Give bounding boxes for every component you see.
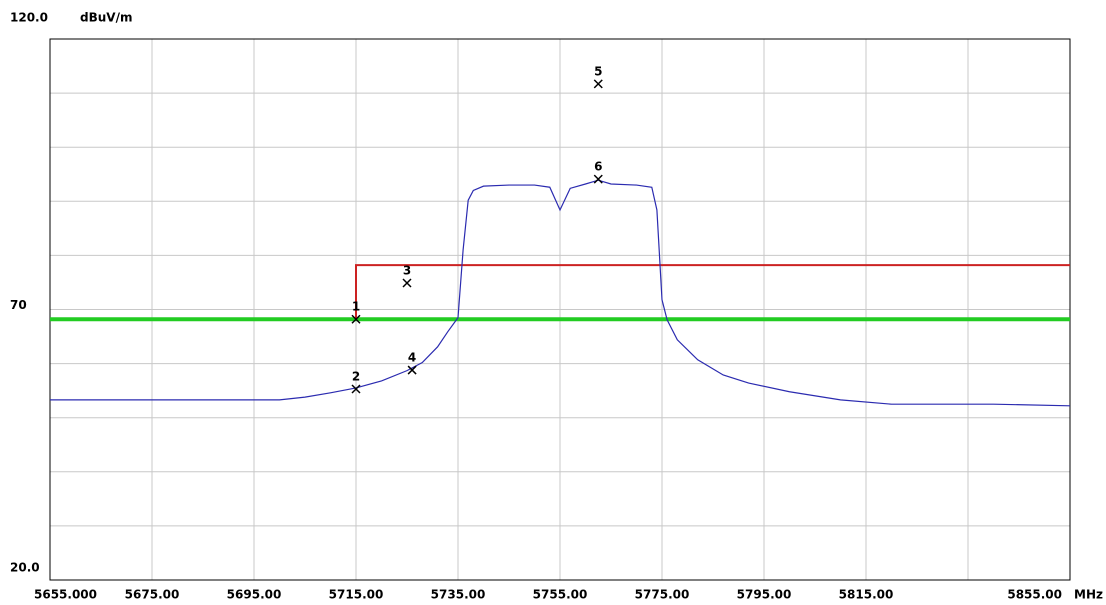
marker — [407, 365, 417, 375]
plot-border — [49, 38, 1071, 581]
x-tick-label: 5695.00 — [227, 588, 282, 602]
marker — [593, 79, 603, 89]
x-tick-label: 5655.000 — [34, 588, 97, 602]
marker-label: 1 — [352, 300, 360, 314]
marker-label: 2 — [352, 370, 360, 384]
trace — [50, 179, 1071, 407]
x-tick-label: 5755.00 — [533, 588, 588, 602]
marker — [402, 278, 412, 288]
x-unit: MHz — [1074, 588, 1103, 602]
x-tick-label: 5775.00 — [635, 588, 690, 602]
marker-label: 4 — [408, 351, 416, 365]
marker — [593, 174, 603, 184]
y-tick-label: 20.0 — [10, 561, 40, 575]
marker — [351, 314, 361, 324]
limit-line — [355, 264, 1070, 320]
y-unit: dBuV/m — [80, 11, 132, 25]
marker — [351, 384, 361, 394]
x-tick-label: 5795.00 — [737, 588, 792, 602]
x-tick-label: 5675.00 — [125, 588, 180, 602]
x-tick-label: 5855.00 — [1007, 588, 1062, 602]
x-tick-label: 5815.00 — [839, 588, 894, 602]
x-tick-label: 5735.00 — [431, 588, 486, 602]
marker-label: 6 — [594, 160, 602, 174]
y-tick-label: 70 — [10, 298, 27, 312]
x-tick-label: 5715.00 — [329, 588, 384, 602]
marker-label: 3 — [403, 263, 411, 277]
marker-label: 5 — [594, 64, 602, 78]
y-tick-label: 120.0 — [10, 11, 48, 25]
